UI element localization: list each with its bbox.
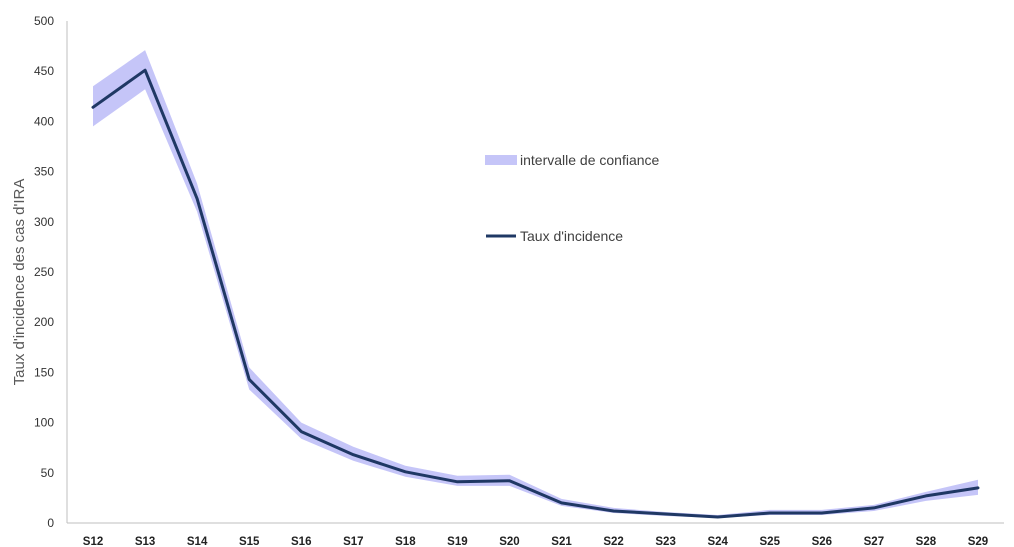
x-tick-label: S19 [447,536,467,547]
x-tick-label: S29 [968,536,988,547]
x-tick-labels: S12 S13 S14 S15 S16 S17 S18 S19 S20 S21 S22 S23 S24 S… [83,536,988,547]
y-tick-label: 50 [41,466,55,480]
legend-band-swatch [485,155,517,165]
legend-line-label: Taux d'incidence [520,228,623,244]
incidence-line-layer [91,68,980,519]
legend-band-label: intervalle de confiance [520,152,660,168]
x-tick-label: S26 [812,536,832,547]
x-tick-label: S24 [707,536,728,547]
confidence-band-layer [93,50,978,518]
y-tick-label: 150 [34,365,54,379]
x-tick-label: S14 [187,536,208,547]
x-tick-label: S17 [343,536,363,547]
y-tick-label: 500 [34,14,54,28]
y-tick-label: 250 [34,265,54,279]
x-tick-label: S15 [239,536,260,547]
x-tick-label: S22 [603,536,623,547]
y-tick-label: 350 [34,165,54,179]
confidence-interval-band [93,50,978,518]
x-tick-label: S20 [499,536,519,547]
x-tick-label: S21 [551,536,572,547]
y-tick-label: 450 [34,64,54,78]
x-tick-label: S18 [395,536,416,547]
incidence-rate-line [91,68,980,519]
legend: intervalle de confiance Taux d'incidence [485,152,660,244]
y-tick-label: 100 [34,416,54,430]
y-tick-label: 400 [34,114,54,128]
x-tick-label: S27 [864,536,884,547]
y-axis-label: Taux d'incidence des cas d'IRA [11,179,28,386]
y-tick-label: 300 [34,215,54,229]
y-tick-labels: 0 50 100 150 200 250 300 350 400 450 500 [34,14,54,530]
x-tick-label: S28 [916,536,937,547]
y-tick-label: 200 [34,315,54,329]
x-tick-label: S12 [83,536,103,547]
axes [66,21,1004,524]
x-tick-label: S16 [291,536,311,547]
y-tick-label: 0 [47,516,54,530]
x-tick-label: S13 [135,536,155,547]
x-tick-label: S23 [655,536,675,547]
x-tick-label: S25 [760,536,781,547]
